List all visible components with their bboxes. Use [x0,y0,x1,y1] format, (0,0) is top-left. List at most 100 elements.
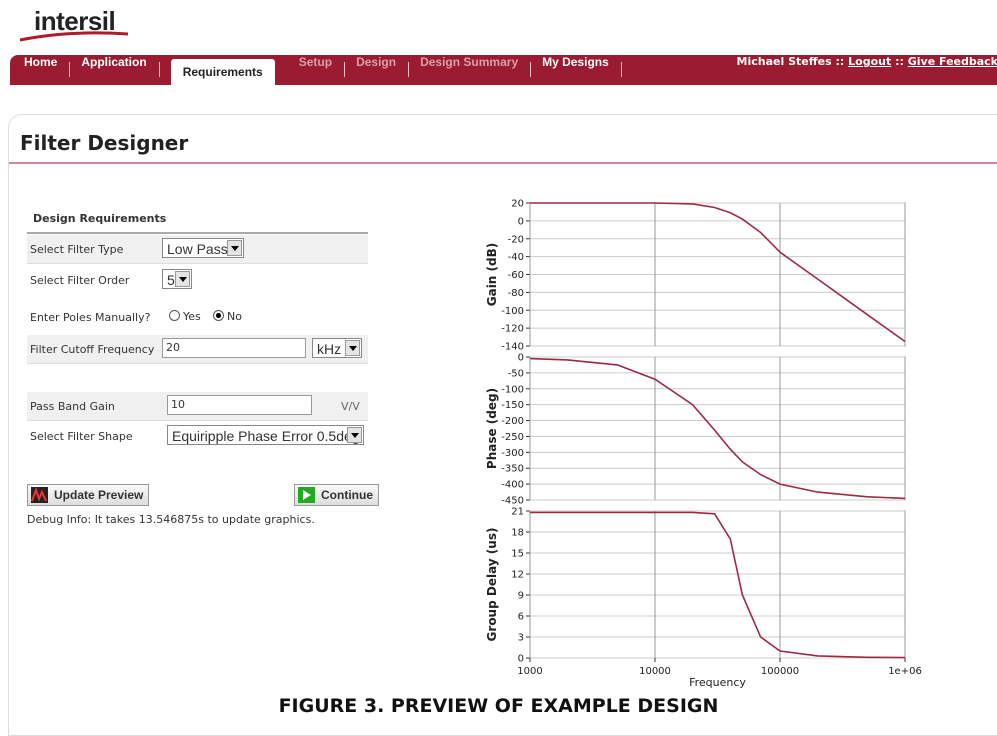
y-tick-label: -80 [508,288,524,299]
unit-select[interactable]: kHz [312,338,362,358]
y-tick-label: 3 [518,633,524,644]
y-axis-label: Group Delay (us) [485,528,499,642]
page: intersil Michael Steffes :: Logout :: Gi… [8,6,997,736]
title-rule [9,162,997,164]
filter-order-select[interactable]: 5 [162,269,192,289]
x-axis-label: Frequency [689,676,746,689]
tab-separator [620,62,622,77]
y-tick-label: -50 [508,368,524,379]
separator: :: [835,55,845,68]
radio [213,310,224,321]
radio [169,310,180,321]
tab-separator [344,62,346,77]
y-axis-label: Gain (dB) [485,243,499,307]
y-tick-label: 0 [518,216,524,227]
radio-option[interactable]: Yes [169,310,201,323]
y-tick-label: -100 [501,306,524,317]
nav-tab[interactable]: My Designs [542,55,609,69]
y-tick-label: 20 [511,199,524,210]
button-label: Update Preview [54,488,144,502]
form-heading: Design Requirements [33,212,167,225]
form-row: Enter Poles Manually? Yes No [27,303,368,331]
button-label: Continue [321,488,373,502]
y-tick-label: -120 [501,324,524,335]
form-row: Select Filter Type Low Pass [27,235,368,264]
feedback-link[interactable]: Give Feedback [907,55,997,68]
update-button[interactable]: Update Preview [27,484,150,506]
y-axis-label: Phase (deg) [485,388,499,469]
nav-bar: Michael Steffes :: Logout :: Give Feedba… [10,55,997,85]
select-value: Low Pass [167,241,228,257]
y-tick-label: 12 [511,570,524,581]
user-bar: Michael Steffes :: Logout :: Give Feedba… [737,55,997,68]
gain-input[interactable]: 10 [167,395,312,415]
logo-swoosh [20,31,129,42]
tab-separator [158,62,160,77]
y-tick-label: -300 [501,448,524,459]
nav-tab: Design [356,55,397,69]
y-tick-label: -100 [501,384,524,395]
y-tick-label: -250 [501,432,524,443]
logout-link[interactable]: Logout [848,55,892,68]
radio-label: No [227,310,242,323]
x-tick-label: 100000 [761,666,799,677]
user-name: Michael Steffes [736,55,832,68]
y-tick-label: -200 [501,416,524,427]
radio-option[interactable]: No [213,310,242,323]
tab-separator [408,62,410,77]
y-tick-label: -400 [501,480,524,491]
continue-button[interactable]: Continue [294,484,379,506]
y-tick-label: -350 [501,464,524,475]
x-tick-label: 10000 [639,666,671,677]
y-tick-label: 15 [511,549,524,560]
y-tick-label: 9 [518,591,524,602]
plot-area [529,356,906,501]
field-label: Select Filter Shape [30,430,133,443]
nav-tab[interactable]: Home [24,55,58,69]
x-tick-label: 1000 [517,666,542,677]
field-label: Select Filter Order [30,274,130,287]
line-series [530,511,906,659]
form-row: Select Filter Order 5 [27,266,368,294]
y-tick-label: -140 [501,342,524,353]
y-tick-label: -450 [501,496,524,507]
filter-type-select[interactable]: Low Pass [162,238,244,258]
nav-tab: Design Summary [420,55,519,69]
radio-label: Yes [183,310,201,323]
line-series [529,357,906,500]
nav-tab[interactable]: Application [81,55,147,69]
y-tick-label: -40 [508,252,524,263]
tab-separator [530,62,532,77]
cutoff-input[interactable]: 20 [162,338,306,358]
debug-info: Debug Info: It takes 13.546875s to updat… [27,513,315,526]
y-tick-label: 0 [518,353,524,364]
figure-caption: FIGURE 3. PREVIEW OF EXAMPLE DESIGN [278,695,719,717]
y-tick-label: 6 [518,612,524,623]
form-row: Filter Cutoff Frequency 20 kHz [27,335,368,364]
field-label: Filter Cutoff Frequency [30,343,155,356]
nav-tab[interactable]: Requirements [170,59,275,85]
plot-area [529,510,906,659]
y-tick-label: -150 [501,400,524,411]
form-row: Select Filter Shape Equiripple Phase Erro… [27,422,368,450]
y-tick-label: 0 [518,654,524,665]
nav-tab: Setup [298,55,333,69]
logo[interactable]: intersil [34,6,116,36]
tab-separator [69,62,71,77]
field-label: Enter Poles Manually? [30,311,151,324]
x-tick-label: 1e+06 [888,666,922,677]
select-value: kHz [317,341,342,357]
separator: :: [895,55,904,68]
shape-select[interactable]: Equiripple Phase Error 0.5deg [167,425,364,445]
line-series [530,202,906,343]
select-value: Equiripple Phase Error 0.5deg [172,428,360,444]
form-header: Design Requirements [27,204,368,234]
y-tick-label: -60 [508,270,524,281]
form-row: Pass Band Gain 10 V/V [27,392,368,421]
select-value: 5 [167,272,175,288]
y-tick-label: 18 [511,528,524,539]
y-tick-label: 21 [511,507,524,518]
y-tick-label: -20 [508,234,524,245]
field-label: Pass Band Gain [30,400,115,413]
